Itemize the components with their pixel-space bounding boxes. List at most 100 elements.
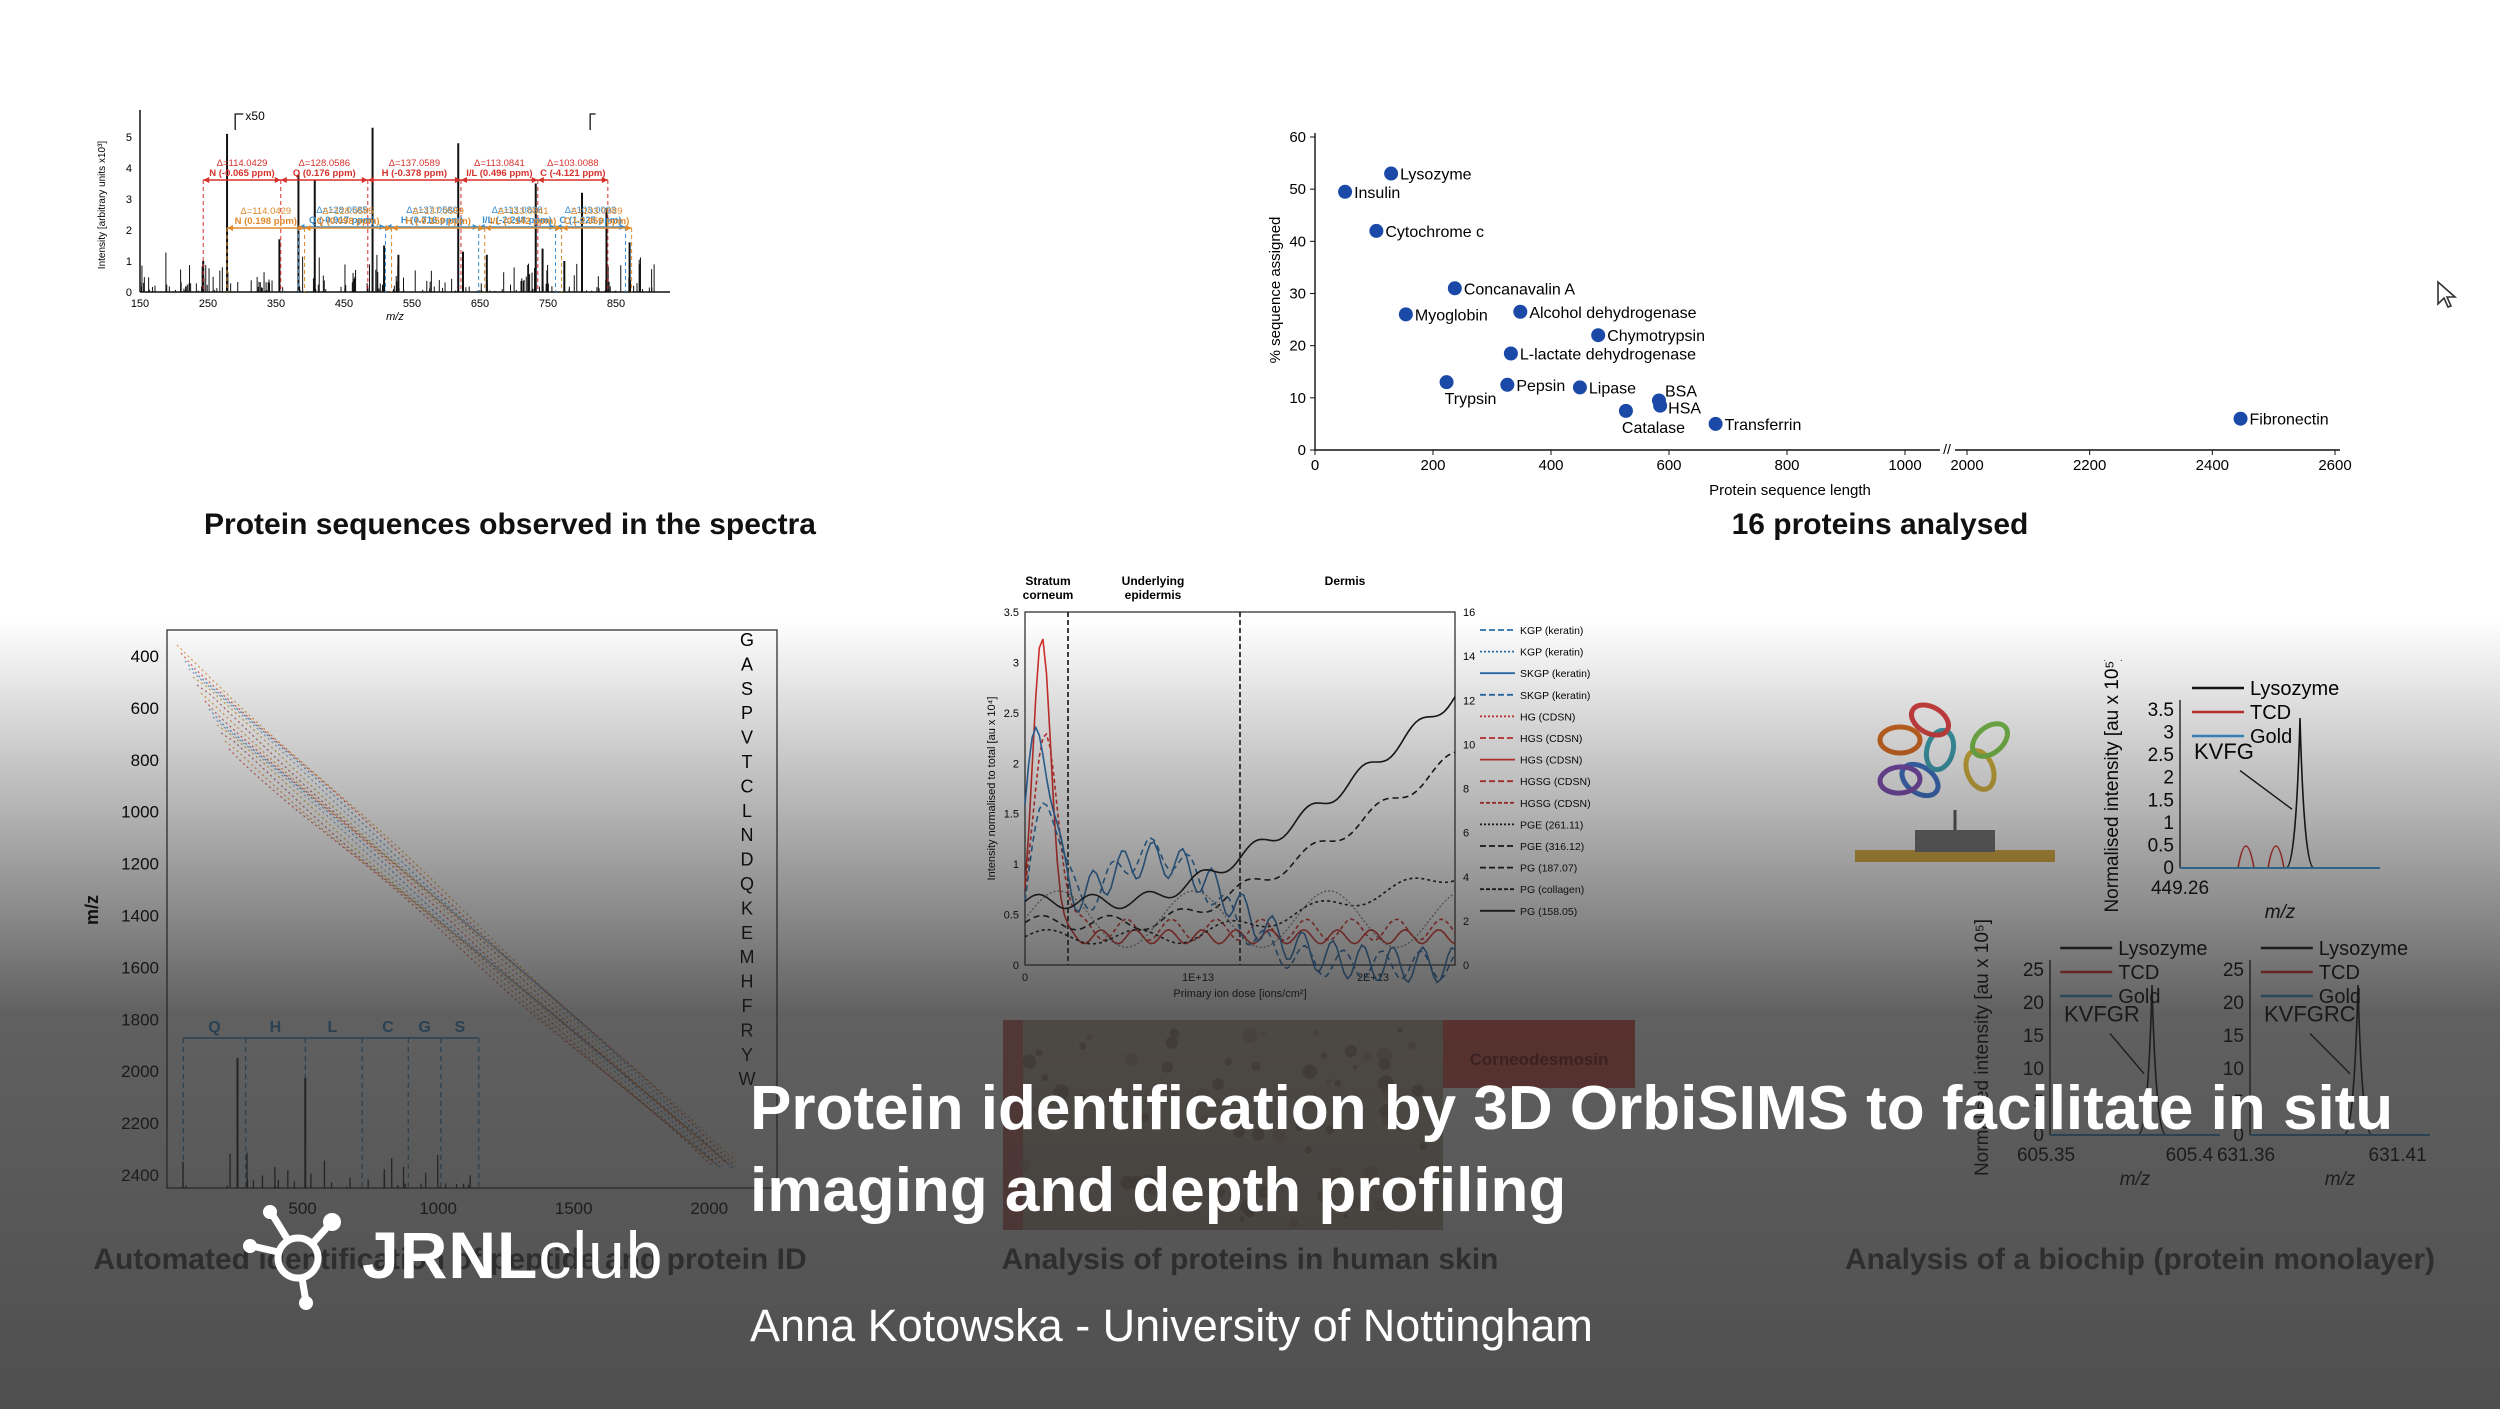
automated-panel: 400 600 800 1000 1200 1400 1600 1800 2000 2200 240… (80, 620, 800, 1220)
y-tick-label: 3.5 (1004, 607, 1019, 619)
y-tick-label: 400 (131, 647, 159, 666)
point-label: Lipase (1589, 380, 1636, 397)
point-label: Fibronectin (2250, 412, 2329, 429)
point-lysozyme (1384, 166, 1399, 181)
x-tick-label: 200 (1420, 457, 1445, 474)
diagonal-series (180, 652, 736, 1167)
legend-label: PG (158.05) (1520, 906, 1577, 918)
residue-label: H (741, 972, 754, 992)
residue-label: R (741, 1020, 754, 1040)
diagonal-series (188, 668, 732, 1168)
spectra-caption: Protein sequences observed in the spectr… (204, 508, 816, 541)
slide-title: Protein identification by 3D OrbiSIMS to… (750, 1074, 2394, 1225)
y-tick-label: 600 (131, 699, 159, 718)
biochip-caption: Analysis of a biochip (protein monolayer… (1844, 1243, 2436, 1276)
diagonal-series (184, 660, 734, 1169)
x-tick-label: 2000 (1950, 457, 1983, 474)
y-tick-label: 25 (2023, 960, 2044, 981)
legend-label: PGE (316.12) (1520, 841, 1584, 853)
sequence-label: L (327, 1019, 337, 1036)
sequence-label: S (454, 1019, 465, 1036)
y-tick-label: 3 (2163, 723, 2174, 744)
x-tick-label: 850 (607, 298, 625, 310)
x-tick-label: 2200 (2073, 457, 2106, 474)
y-axis-label: m/z (82, 895, 102, 925)
spectrum-plot: 150 250 350 450 550 650 750 850 0 1 2 3 4 5 6 m/z Intens… (97, 100, 670, 323)
residue-label: L (742, 801, 752, 821)
point-myoglobin (1398, 307, 1413, 322)
y-tick-label: 60 (1289, 129, 1306, 146)
legend-label: Lysozyme (2118, 938, 2207, 960)
legend-label: Lysozyme (2250, 678, 2339, 700)
protein-helix (1909, 702, 1951, 738)
proteins-caption: 16 proteins analysed (1731, 508, 2029, 541)
legend-label: TCD (2250, 702, 2291, 724)
legend-label: TCD (2118, 962, 2159, 984)
spectrum-panel: 150 250 350 450 550 650 750 850 0 1 2 3 4 5 6 m/z Intens… (60, 100, 960, 550)
residue-label: P (741, 703, 753, 723)
residue-label: K (741, 898, 753, 918)
point-label: BSA (1665, 383, 1697, 400)
point-lipase (1572, 380, 1587, 395)
y-axis-label: Intensity normalised to total [au x 10⁴] (986, 697, 998, 881)
point-alcohol-dehydrogenase (1513, 304, 1528, 319)
legend-label: PG (187.07) (1520, 863, 1577, 875)
legend-label: SKGP (keratin) (1520, 668, 1590, 680)
tissue-texture (1035, 1049, 1043, 1057)
orange-row-label: H (-0.159 ppm) (405, 216, 470, 227)
y-tick-label: 3 (126, 194, 132, 206)
tissue-texture (1086, 1033, 1093, 1041)
point-label: Transferrin (1725, 417, 1802, 434)
residue-label: S (741, 679, 753, 699)
y-right-tick-label: 10 (1463, 739, 1475, 751)
scatter-plot: // 0 200 400 600 800 1000 2000 2200 2400 2600 0 10 20… (1267, 129, 2352, 499)
y-tick-label: 15 (2223, 1026, 2244, 1047)
point-l-lactate-dehydrogenase (1503, 346, 1518, 361)
y-right-tick-label: 14 (1463, 651, 1475, 663)
y-tick-label: 3 (1013, 657, 1019, 669)
sequence-label: H (270, 1019, 282, 1036)
y-tick-label: 1400 (121, 906, 159, 925)
point-cytochrome-c (1369, 223, 1384, 238)
y-tick-label: 800 (131, 751, 159, 770)
tissue-texture (1165, 1036, 1178, 1049)
diagonal-series (212, 716, 720, 1169)
residue-label: M (740, 947, 755, 967)
residue-label: G (740, 630, 754, 650)
y-tick-label: 1200 (121, 855, 159, 874)
tcd-peak (2237, 845, 2255, 869)
y-tick-label: 20 (2223, 993, 2244, 1014)
tissue-texture (1224, 1057, 1233, 1066)
brand-name: JRNLclub (362, 1218, 664, 1292)
legend-label: HG (CDSN) (1520, 711, 1575, 723)
skin-caption: Analysis of proteins in human skin (1001, 1243, 1499, 1276)
point-label: Alcohol dehydrogenase (1529, 305, 1696, 322)
residue-label: D (741, 850, 754, 870)
point-label: Catalase (1622, 420, 1685, 437)
biochip-spectrum: 00.511.522.533.5 449.26 m/z Normalised inte… (2102, 655, 2380, 923)
tissue-texture (1261, 1031, 1266, 1036)
tissue-texture (1407, 1041, 1417, 1050)
plot-frame (166, 629, 778, 1189)
y-tick-label: 1 (1013, 859, 1019, 871)
x-tick-label: 1E+13 (1182, 972, 1214, 984)
red-row-label: H (-0.378 ppm) (382, 168, 447, 179)
y-tick-label: 2 (126, 225, 132, 237)
diagonal-series (196, 684, 728, 1163)
legend-label: HGSG (CDSN) (1520, 798, 1591, 810)
point-label: L-lactate dehydrogenase (1520, 346, 1696, 363)
point-pepsin (1500, 377, 1515, 392)
tissue-label: Corneodesmosin (1470, 1050, 1609, 1069)
legend-label: HGSG (CDSN) (1520, 776, 1591, 788)
tissue-texture (1397, 1027, 1403, 1034)
region-label-line2: corneum (1023, 588, 1074, 602)
residue-label: E (741, 923, 753, 943)
protein-scatter-chart: // 0 200 400 600 800 1000 2000 2200 2400 2600 0 10 20… (1267, 129, 2352, 499)
x-tick-label: 1000 (1888, 457, 1921, 474)
y-right-tick-label: 4 (1463, 872, 1469, 884)
x-tick-label: 0 (1022, 972, 1028, 984)
point-chymotrypsin (1591, 328, 1606, 343)
protein-helix (1970, 721, 2010, 759)
